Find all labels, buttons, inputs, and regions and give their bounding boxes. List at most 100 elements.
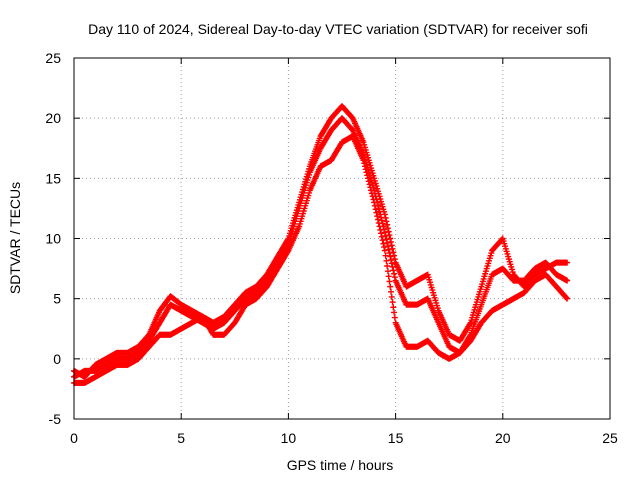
chart-title: Day 110 of 2024, Sidereal Day-to-day VTE… — [88, 21, 588, 37]
data-point — [384, 221, 391, 228]
data-point — [368, 190, 375, 197]
data-point — [378, 217, 385, 224]
data-point — [382, 232, 389, 239]
y-tick-label: -5 — [49, 411, 62, 427]
data-point — [375, 220, 382, 227]
data-point — [385, 273, 392, 280]
data-point — [363, 169, 370, 176]
x-axis-label: GPS time / hours — [287, 457, 394, 473]
data-point — [378, 233, 385, 240]
data-point — [373, 209, 380, 216]
data-point — [366, 181, 373, 188]
data-point — [384, 243, 391, 250]
data-point — [377, 226, 384, 233]
data-point — [365, 175, 372, 182]
data-point — [361, 160, 368, 167]
data-point — [386, 232, 393, 239]
data-point — [378, 214, 385, 221]
series-arc-3 — [71, 133, 571, 386]
data-point — [284, 248, 291, 255]
y-axis-label: SDTVAR / TECUs — [7, 182, 23, 294]
data-point — [391, 270, 398, 277]
data-point — [387, 253, 394, 260]
data-point — [389, 263, 396, 270]
data-point — [370, 196, 377, 203]
data-point — [383, 257, 390, 264]
data-point — [387, 235, 394, 242]
data-point — [369, 193, 376, 200]
x-tick-label: 20 — [495, 430, 511, 446]
y-tick-label: 20 — [45, 110, 61, 126]
data-point — [367, 184, 374, 191]
data-point — [391, 252, 398, 259]
data-point — [564, 259, 571, 266]
data-point — [390, 267, 397, 274]
data-point — [365, 178, 372, 185]
x-tick-label: 0 — [70, 430, 78, 446]
data-point — [384, 239, 391, 246]
data-point — [376, 223, 383, 230]
x-tick-label: 10 — [281, 430, 297, 446]
data-point — [381, 244, 388, 251]
data-point — [388, 288, 395, 295]
data-series — [71, 103, 571, 386]
series-arc-1 — [71, 103, 571, 380]
data-point — [383, 218, 390, 225]
y-tick-label: 25 — [45, 50, 61, 66]
data-point — [378, 230, 385, 237]
data-point — [384, 268, 391, 275]
data-point — [385, 246, 392, 253]
data-point — [388, 293, 395, 300]
data-point — [388, 242, 395, 249]
plot-frame — [73, 57, 611, 420]
data-point — [364, 172, 371, 179]
data-point — [383, 236, 390, 243]
data-point — [386, 250, 393, 257]
data-point — [384, 225, 391, 232]
data-point — [374, 213, 381, 220]
data-point — [382, 252, 389, 259]
data-point — [381, 247, 388, 254]
data-point — [563, 294, 570, 301]
y-tick-label: 5 — [53, 291, 61, 307]
data-point — [360, 157, 367, 164]
data-point — [387, 283, 394, 290]
data-point — [388, 260, 395, 267]
data-point — [371, 202, 378, 209]
data-point — [564, 295, 571, 302]
series-arc-2 — [71, 115, 571, 380]
data-point — [362, 166, 369, 173]
data-point — [380, 240, 387, 247]
data-point — [372, 206, 379, 213]
data-point — [385, 228, 392, 235]
data-point — [376, 208, 383, 215]
data-point — [381, 229, 388, 236]
data-point — [361, 163, 368, 170]
data-point — [389, 299, 396, 306]
data-point — [371, 199, 378, 206]
data-point — [390, 249, 397, 256]
data-point — [386, 278, 393, 285]
x-tick-label: 5 — [177, 430, 185, 446]
data-point — [375, 205, 382, 212]
data-point — [388, 238, 395, 245]
data-point — [391, 274, 398, 281]
data-point — [388, 256, 395, 263]
y-tick-label: 10 — [45, 231, 61, 247]
data-point — [368, 187, 375, 194]
data-point — [384, 263, 391, 270]
data-point — [391, 314, 398, 321]
data-point — [564, 277, 571, 284]
y-tick-label: 0 — [53, 351, 61, 367]
data-point — [391, 309, 398, 316]
data-point — [390, 304, 397, 311]
data-point — [379, 237, 386, 244]
data-point — [391, 256, 398, 263]
data-point — [377, 211, 384, 218]
y-tick-label: 15 — [45, 170, 61, 186]
x-tick-label: 25 — [602, 430, 618, 446]
data-point — [389, 245, 396, 252]
data-point — [374, 216, 381, 223]
